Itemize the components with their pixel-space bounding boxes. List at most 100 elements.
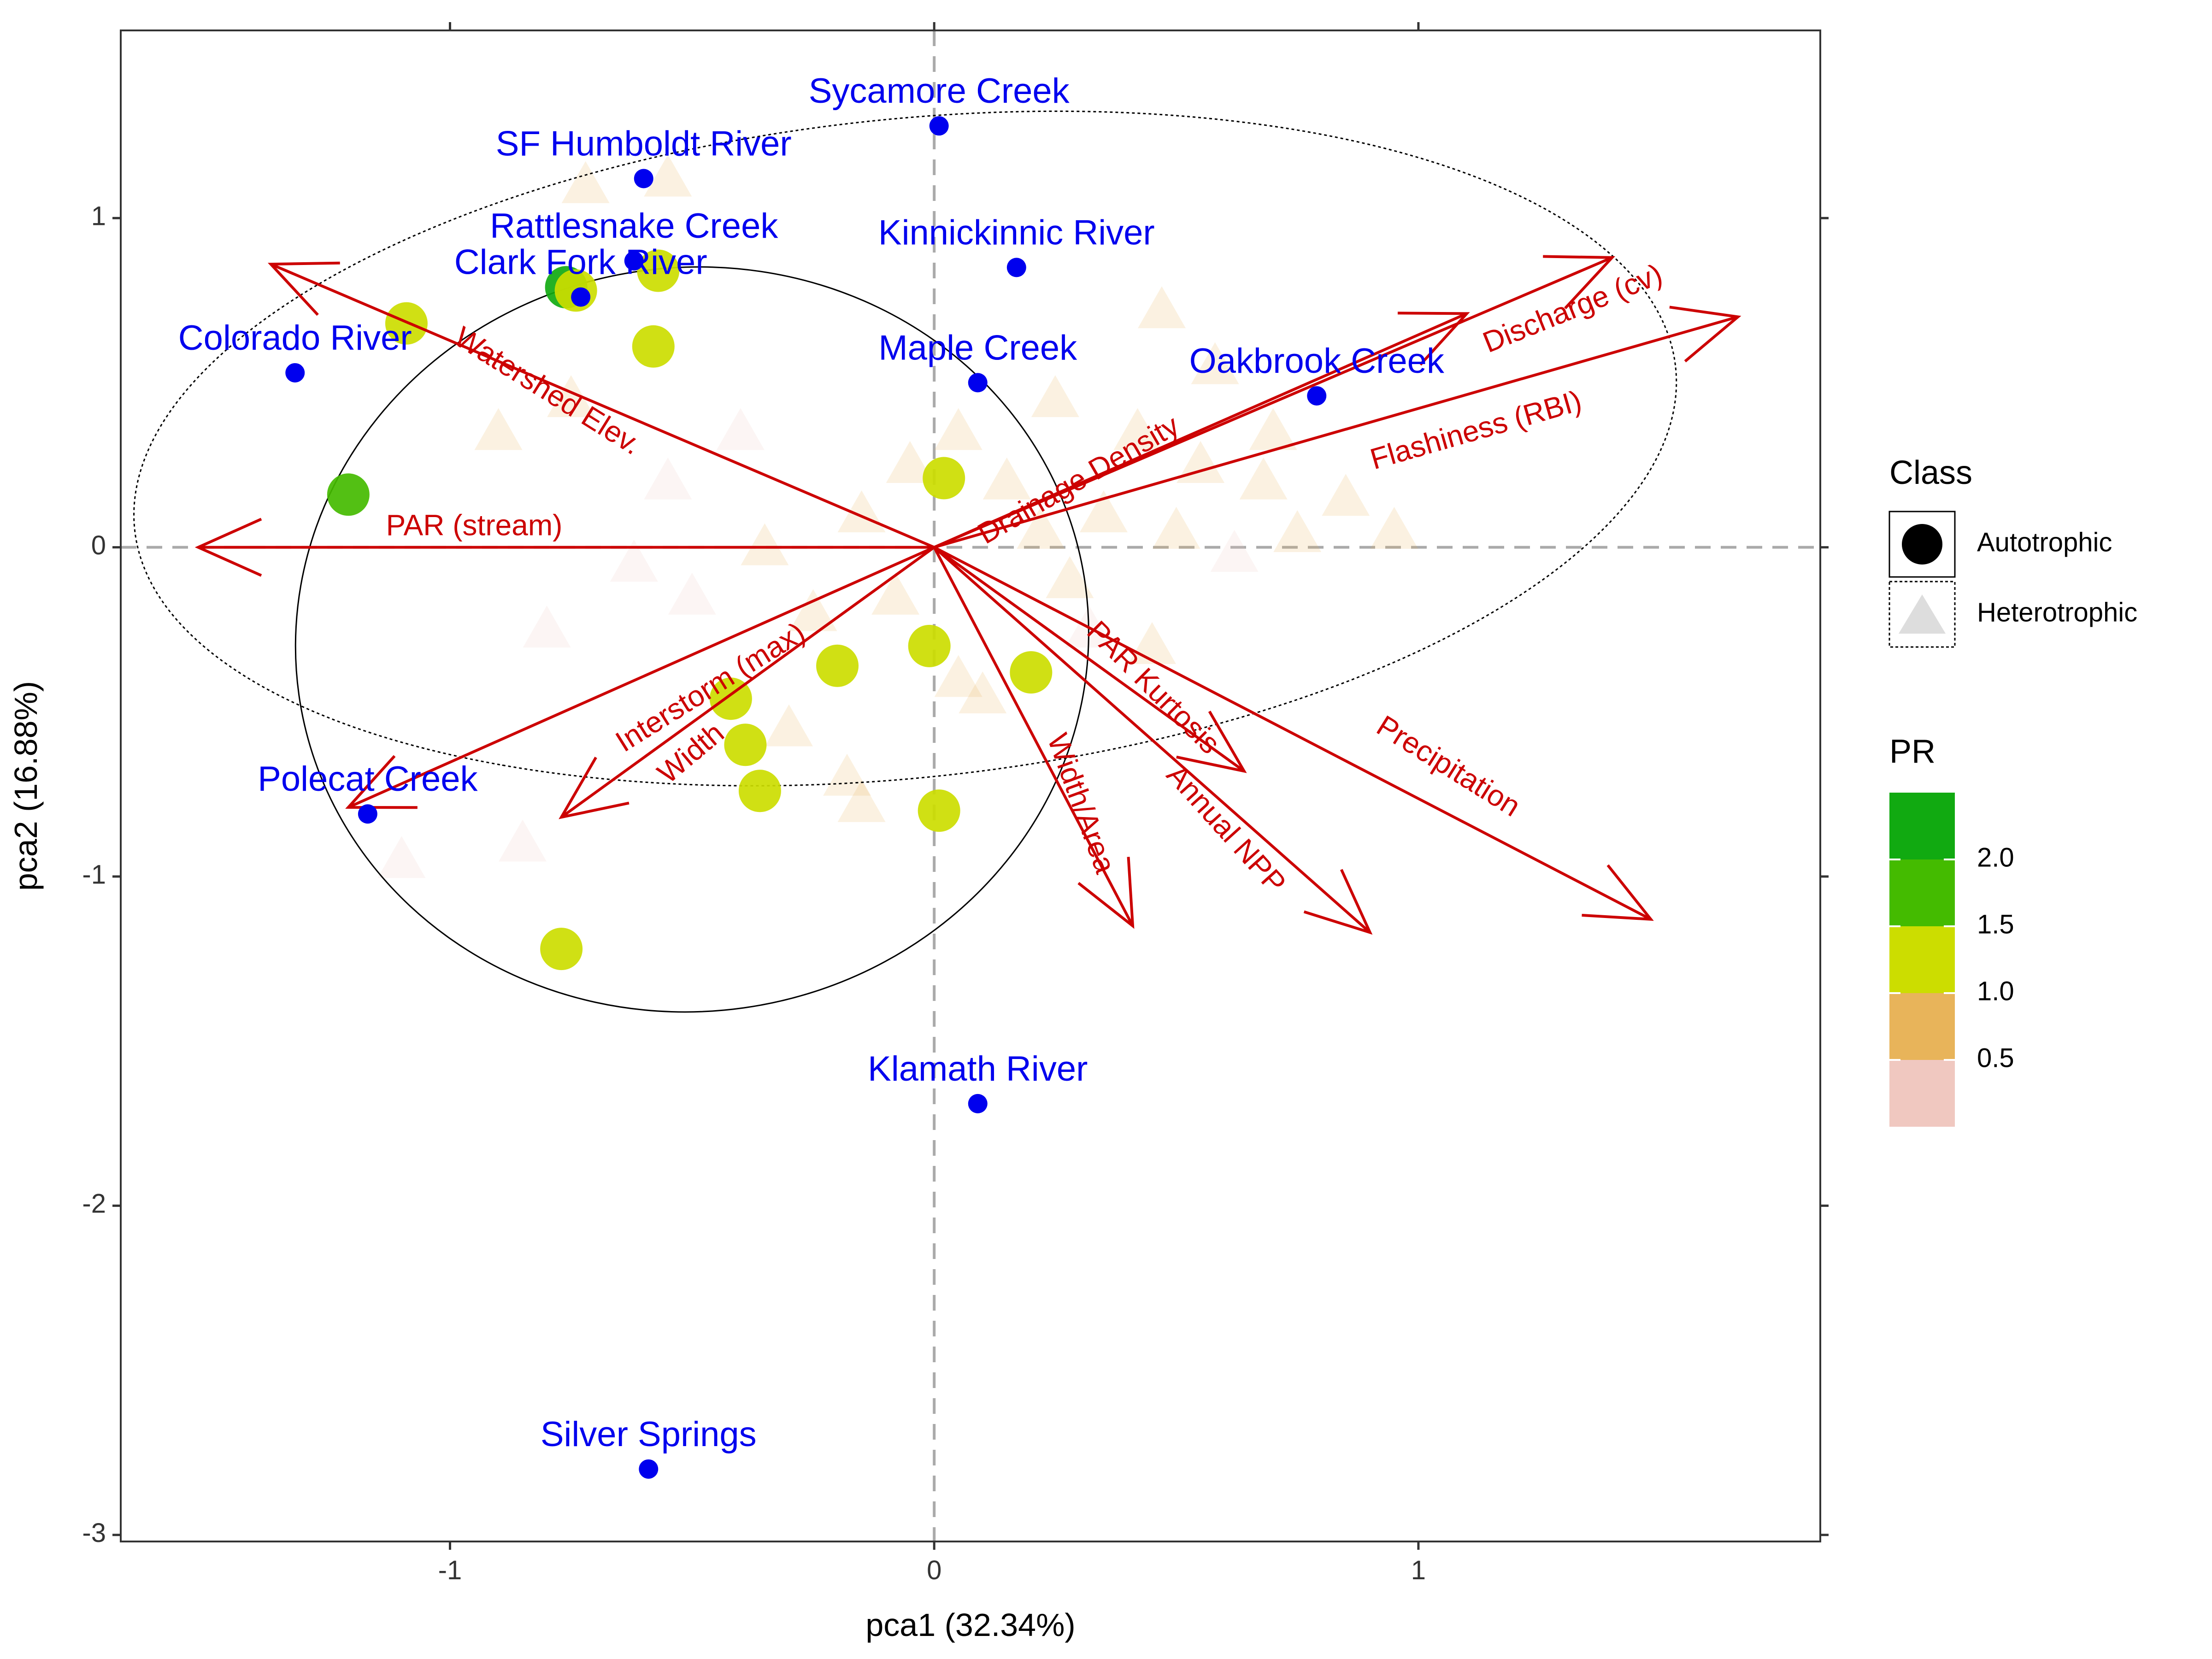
loading-arrow: PAR (stream) bbox=[194, 509, 935, 577]
site-marker: Kinnickinnic River bbox=[878, 213, 1155, 277]
heterotrophic-ellipse bbox=[133, 110, 1677, 787]
heterotrophic-point bbox=[1177, 441, 1225, 483]
colorbar-segment bbox=[1889, 859, 1955, 926]
x-tick-label: -1 bbox=[438, 1555, 462, 1585]
site-point bbox=[624, 251, 644, 271]
heterotrophic-point bbox=[789, 589, 837, 631]
autotrophic-point bbox=[923, 457, 965, 500]
colorbar-label: 2.0 bbox=[1977, 842, 2014, 872]
heterotrophic-point bbox=[982, 457, 1031, 500]
heterotrophic-point bbox=[610, 540, 658, 582]
heterotrophic-point bbox=[823, 753, 871, 796]
site-point bbox=[1307, 386, 1327, 406]
site-marker: Polecat Creek bbox=[258, 759, 478, 824]
heterotrophic-point bbox=[959, 671, 1007, 714]
site-label: SF Humboldt River bbox=[496, 124, 792, 163]
heterotrophic-point bbox=[644, 457, 692, 500]
autotrophic-point bbox=[637, 249, 680, 292]
heterotrophic-point bbox=[1152, 506, 1200, 549]
site-label: Oakbrook Creek bbox=[1189, 341, 1445, 381]
heterotrophic-point bbox=[934, 408, 982, 450]
heterotrophic-point bbox=[1273, 510, 1322, 552]
heterotrophic-point bbox=[1249, 408, 1297, 450]
y-tick-label: -2 bbox=[82, 1189, 106, 1219]
site-label: Kinnickinnic River bbox=[878, 213, 1155, 252]
heterotrophic-point bbox=[1138, 286, 1186, 329]
heterotrophic-point bbox=[377, 836, 426, 878]
site-label: Maple Creek bbox=[878, 328, 1077, 367]
y-tick-label: 0 bbox=[91, 530, 106, 560]
y-tick-label: -3 bbox=[82, 1518, 106, 1548]
site-label: Rattlesnake Creek bbox=[490, 206, 778, 246]
autotrophic-point bbox=[908, 624, 951, 667]
autotrophic-point bbox=[327, 473, 370, 516]
y-tick-label: 1 bbox=[91, 201, 106, 231]
site-label: Sycamore Creek bbox=[809, 71, 1070, 111]
heterotrophic-point bbox=[668, 572, 716, 615]
x-tick-label: 1 bbox=[1411, 1555, 1426, 1585]
plot-area: Discharge (cv)Flashiness (RBI)Drainage D… bbox=[121, 30, 1820, 1541]
site-label: Silver Springs bbox=[541, 1415, 757, 1454]
heterotrophic-point bbox=[716, 408, 765, 450]
site-point bbox=[639, 1459, 659, 1479]
colorbar-segment bbox=[1889, 1060, 1955, 1127]
autotrophic-point bbox=[1010, 651, 1053, 694]
autotrophic-point bbox=[816, 644, 859, 687]
colorbar-segment bbox=[1889, 926, 1955, 993]
legend-label-autotrophic: Autotrophic bbox=[1977, 527, 2112, 557]
site-point bbox=[285, 363, 305, 382]
heterotrophic-point bbox=[871, 572, 920, 615]
heterotrophic-point bbox=[934, 655, 982, 697]
site-marker: Silver Springs bbox=[541, 1415, 757, 1479]
autotrophic-point bbox=[540, 928, 583, 971]
colorbar-segment bbox=[1889, 993, 1955, 1060]
heterotrophic-point bbox=[499, 819, 547, 862]
heterotrophic-point bbox=[1079, 490, 1128, 533]
heterotrophic-point bbox=[523, 606, 571, 648]
heterotrophic-point bbox=[1113, 408, 1162, 450]
autotrophic-point bbox=[918, 789, 960, 832]
autotrophic-point bbox=[632, 325, 675, 368]
heterotrophic-point bbox=[1322, 474, 1370, 516]
colorbar-label: 1.0 bbox=[1977, 976, 2014, 1006]
legend-class-title: Class bbox=[1889, 454, 1972, 491]
site-label: Klamath River bbox=[868, 1049, 1088, 1088]
heterotrophic-point bbox=[644, 154, 692, 197]
site-marker: Colorado River bbox=[178, 318, 412, 382]
colorbar-label: 0.5 bbox=[1977, 1043, 2014, 1073]
legend: Class Autotrophic Heterotrophic PR 2.0 1.5 1.0… bbox=[1888, 454, 2137, 1127]
x-axis-title: pca1 (32.34%) bbox=[865, 1607, 1075, 1643]
site-label: Polecat Creek bbox=[258, 759, 478, 799]
heterotrophic-point bbox=[1046, 556, 1094, 599]
heterotrophic-point bbox=[886, 441, 934, 483]
site-marker: Rattlesnake Creek bbox=[490, 206, 778, 271]
x-tick-label: 0 bbox=[927, 1555, 941, 1585]
site-marker: SF Humboldt River bbox=[496, 124, 792, 188]
heterotrophic-point bbox=[741, 523, 789, 565]
site-label: Clark Fork River bbox=[454, 243, 707, 282]
plot-panel bbox=[121, 30, 1820, 1541]
site-point bbox=[571, 287, 591, 307]
autotrophic-point bbox=[738, 770, 781, 812]
heterotrophic-point bbox=[1239, 457, 1288, 500]
plot-border bbox=[120, 29, 1821, 1542]
y-tick-label: -1 bbox=[82, 859, 106, 889]
site-marker: Maple Creek bbox=[878, 328, 1077, 393]
site-point bbox=[634, 169, 653, 188]
heterotrophic-point bbox=[1017, 506, 1065, 549]
site-label: Colorado River bbox=[178, 318, 412, 358]
site-marker: Oakbrook Creek bbox=[1189, 341, 1445, 406]
legend-pr-title: PR bbox=[1889, 733, 1936, 770]
legend-triangle-icon bbox=[1899, 594, 1946, 634]
heterotrophic-point bbox=[474, 408, 523, 450]
loading-label: PAR (stream) bbox=[386, 509, 563, 542]
heterotrophic-point bbox=[1210, 529, 1259, 572]
site-point bbox=[358, 804, 377, 824]
heterotrophic-point bbox=[1191, 342, 1239, 384]
legend-circle-icon bbox=[1902, 524, 1942, 565]
heterotrophic-point bbox=[1370, 506, 1418, 549]
axes: -1 0 1 -3 -2 -1 0 1 pca1 (32.34%) pca2 (16.88%) bbox=[8, 22, 1829, 1643]
autotrophic-point bbox=[724, 724, 767, 766]
site-marker: Clark Fork River bbox=[454, 243, 707, 307]
